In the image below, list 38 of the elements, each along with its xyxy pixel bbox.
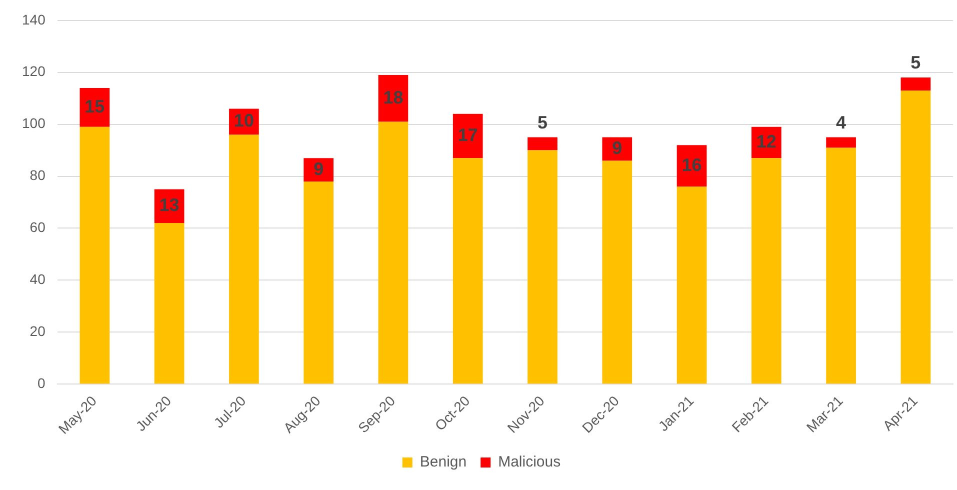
data-label: 16 [682, 154, 702, 175]
bar [80, 126, 110, 384]
bar [528, 150, 558, 384]
data-label: 17 [458, 124, 478, 145]
data-label: 18 [383, 87, 404, 108]
y-tick-label: 40 [30, 271, 46, 288]
bar [900, 90, 931, 384]
data-label: 10 [234, 110, 254, 131]
data-label: 9 [612, 138, 622, 158]
bar [452, 114, 483, 158]
bar [528, 137, 558, 150]
y-tick-label: 120 [22, 63, 46, 80]
data-label: 13 [159, 195, 180, 216]
y-tick-label: 80 [30, 167, 46, 184]
data-label: 15 [84, 96, 105, 116]
legend-label: Malicious [498, 454, 561, 471]
data-label: 12 [756, 131, 776, 152]
bar [452, 158, 483, 384]
bar [900, 78, 931, 91]
bar [378, 122, 408, 384]
bar [826, 148, 856, 384]
y-tick-label: 0 [38, 374, 46, 391]
bar [154, 223, 184, 384]
y-tick-label: 100 [22, 115, 46, 132]
data-label: 5 [910, 52, 921, 73]
y-tick-label: 60 [30, 219, 46, 236]
data-label: 9 [314, 158, 324, 179]
data-label: 5 [537, 112, 548, 132]
data-label: 4 [836, 112, 846, 132]
bar [676, 186, 707, 384]
y-tick-label: 140 [22, 11, 46, 28]
bar [229, 134, 259, 384]
legend-label: Benign [420, 454, 467, 471]
bar [826, 137, 856, 148]
bar [751, 158, 782, 384]
y-tick-label: 20 [30, 323, 46, 340]
bar [602, 160, 632, 384]
bar [304, 181, 334, 384]
